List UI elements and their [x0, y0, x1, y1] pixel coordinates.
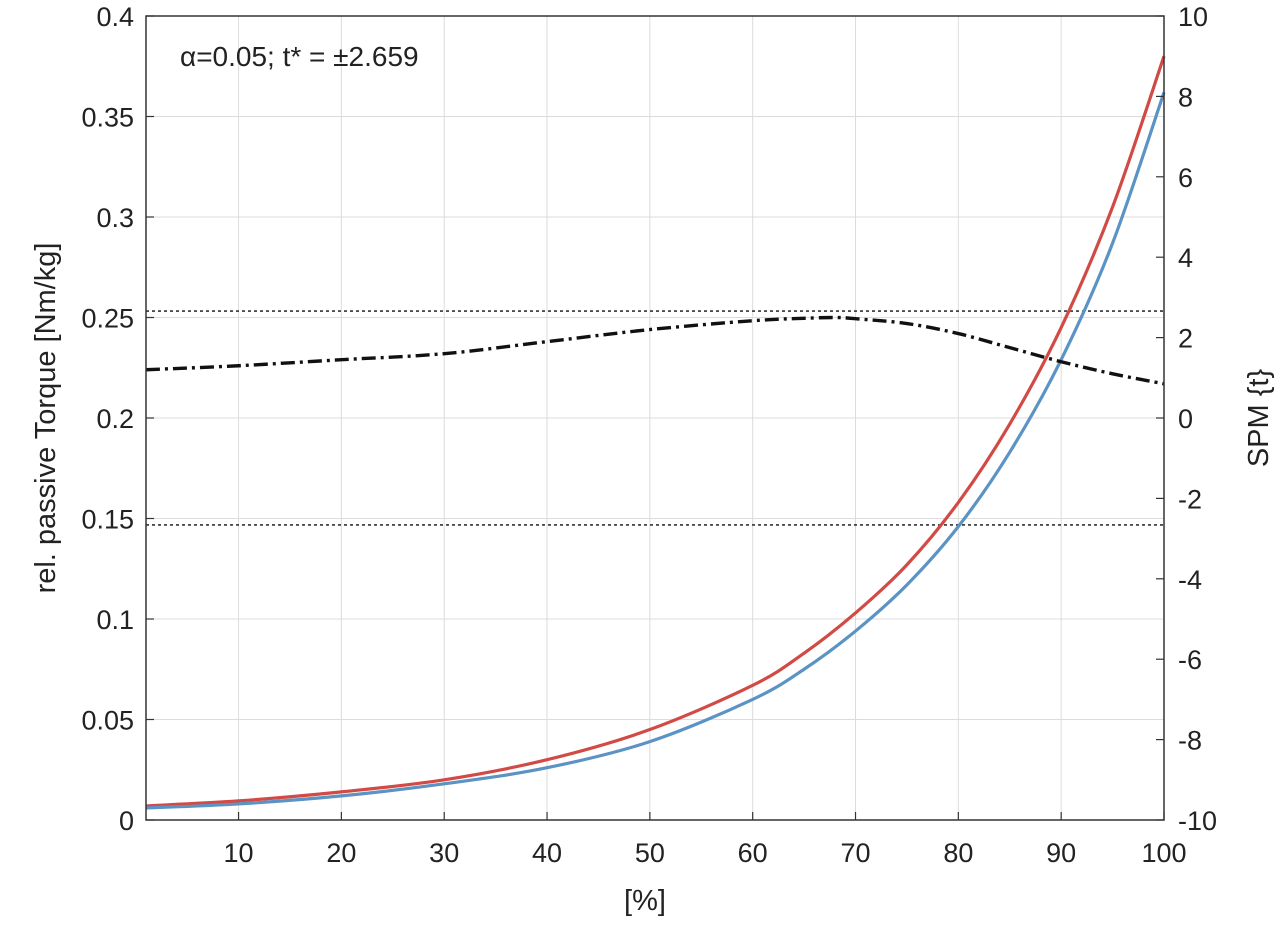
- left-y-tick-label: 0.1: [96, 605, 134, 635]
- right-y-tick-label: 6: [1178, 163, 1193, 193]
- x-tick-label: 20: [326, 838, 356, 868]
- x-tick-label: 90: [1046, 838, 1076, 868]
- left-y-tick-label: 0.25: [81, 304, 134, 334]
- annotation-text: α=0.05; t* = ±2.659: [180, 41, 419, 72]
- left-y-tick-label: 0.15: [81, 505, 134, 535]
- data-series: [145, 55, 1166, 810]
- gridlines: [146, 16, 1164, 820]
- x-tick-label: 40: [532, 838, 562, 868]
- x-tick-label: 100: [1141, 838, 1186, 868]
- right-y-tick-label: 4: [1178, 243, 1193, 273]
- x-tick-label: 60: [738, 838, 768, 868]
- right-y-tick-label: -8: [1178, 726, 1202, 756]
- right-y-tick-label: -2: [1178, 484, 1202, 514]
- x-tick-label: 70: [840, 838, 870, 868]
- right-y-tick-label: 0: [1178, 404, 1193, 434]
- right-y-tick-label: -4: [1178, 565, 1202, 595]
- x-tick-label: 80: [943, 838, 973, 868]
- left-y-tick-label: 0.3: [96, 203, 134, 233]
- red-torque-curve: [145, 55, 1166, 808]
- left-y-tick-label: 0.05: [81, 706, 134, 736]
- left-y-tick-label: 0.35: [81, 103, 134, 133]
- left-y-tick-label: 0.4: [96, 2, 134, 32]
- right-y-tick-label: 8: [1178, 82, 1193, 112]
- x-tick-label: 30: [429, 838, 459, 868]
- right-y-tick-label: 10: [1178, 2, 1208, 32]
- left-y-tick-label: 0: [119, 806, 134, 836]
- x-axis-label: [%]: [624, 885, 666, 917]
- tick-labels: 10 20 30 40 50 60 70 80 90 10000.050.10.150.20.25…: [81, 2, 1217, 868]
- left-y-tick-label: 0.2: [96, 404, 134, 434]
- right-y-tick-label: 2: [1178, 324, 1193, 354]
- right-y-axis-label: SPM {t}: [1243, 369, 1275, 468]
- right-y-tick-label: -10: [1178, 806, 1217, 836]
- left-y-axis-label: rel. passive Torque [Nm/kg]: [30, 243, 62, 594]
- x-tick-label: 50: [635, 838, 665, 868]
- threshold-lines: [146, 310, 1164, 526]
- blue-torque-curve: [145, 91, 1166, 810]
- right-y-tick-label: -6: [1178, 645, 1202, 675]
- x-tick-label: 10: [224, 838, 254, 868]
- spm-t-curve: [145, 315, 1165, 386]
